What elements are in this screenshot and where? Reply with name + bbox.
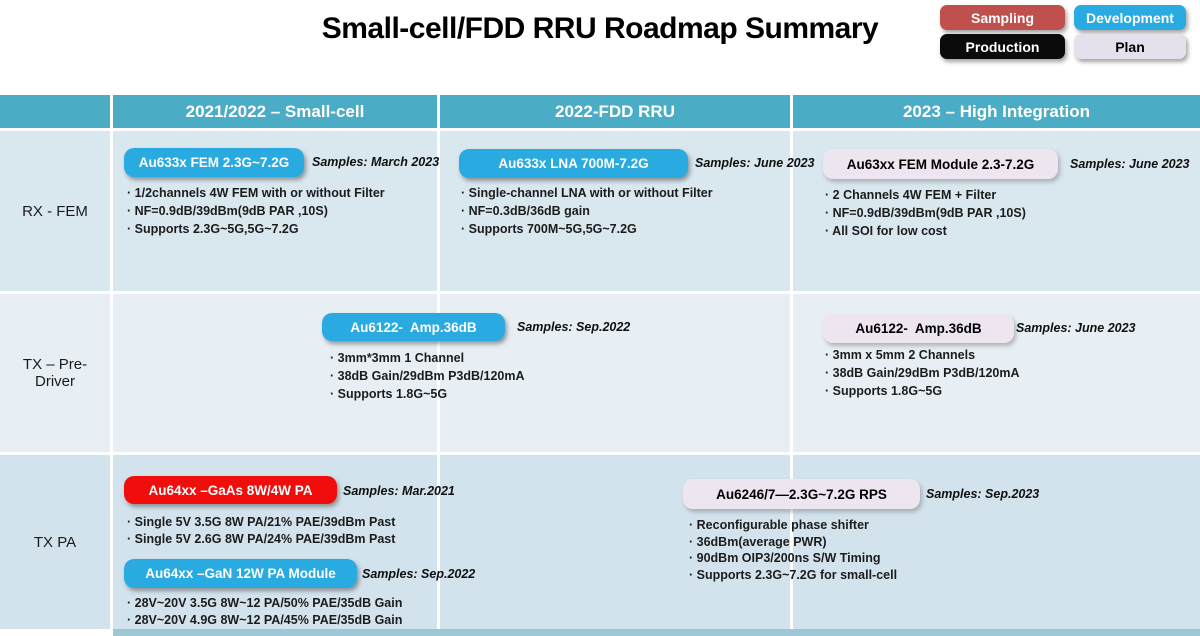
feature-bullet: NF=0.3dB/36dB gain xyxy=(461,202,713,220)
feature-bullets: 3mm x 5mm 2 Channels 38dB Gain/29dBm P3d… xyxy=(825,346,1020,400)
feature-bullet: Reconfigurable phase shifter xyxy=(689,517,897,534)
samples-label: Samples: June 2023 xyxy=(1016,321,1136,335)
feature-bullet: 3mm*3mm 1 Channel xyxy=(330,349,525,367)
row-label-tx-pa: TX PA xyxy=(0,455,110,629)
feature-bullet: NF=0.9dB/39dBm(9dB PAR ,10S) xyxy=(127,202,385,220)
row-label-text: TX PA xyxy=(33,533,77,551)
legend-sampling: Sampling xyxy=(940,5,1065,30)
samples-label: Samples: June 2023 xyxy=(1070,157,1190,171)
feature-bullets: 28V~20V 3.5G 8W~12 PA/50% PAE/35dB Gain … xyxy=(127,595,403,629)
feature-bullet: Single-channel LNA with or without Filte… xyxy=(461,184,713,202)
samples-label: Samples: Sep.2023 xyxy=(926,487,1040,501)
feature-bullets: Single 5V 3.5G 8W PA/21% PAE/39dBm Past … xyxy=(127,514,396,548)
feature-bullets: Single-channel LNA with or without Filte… xyxy=(461,184,713,238)
feature-bullets: Reconfigurable phase shifter 36dBm(avera… xyxy=(689,517,897,583)
feature-bullet: 36dBm(average PWR) xyxy=(689,534,897,551)
row-label-tx-predriver: TX – Pre-Driver xyxy=(0,294,110,452)
slide-title: Small-cell/FDD RRU Roadmap Summary xyxy=(321,12,879,45)
header-col-2021-2022: 2021/2022 – Small-cell xyxy=(113,95,437,128)
product-badge-au6246-rps: Au6246/7—2.3G~7.2G RPS xyxy=(683,479,920,509)
header-col-2022-fdd-rru: 2022-FDD RRU xyxy=(440,95,790,128)
feature-bullet: NF=0.9dB/39dBm(9dB PAR ,10S) xyxy=(825,204,1026,222)
feature-bullet: 90dBm OIP3/200ns S/W Timing xyxy=(689,550,897,567)
legend-plan: Plan xyxy=(1074,34,1186,59)
row-label-text: RX - FEM xyxy=(22,202,88,220)
feature-bullets: 1/2channels 4W FEM with or without Filte… xyxy=(127,184,385,238)
samples-label: Samples: June 2023 xyxy=(695,156,815,170)
feature-bullet: 28V~20V 3.5G 8W~12 PA/50% PAE/35dB Gain xyxy=(127,595,403,612)
samples-label: Samples: March 2023 xyxy=(312,155,440,169)
feature-bullet: Single 5V 2.6G 8W PA/24% PAE/39dBm Past xyxy=(127,531,396,548)
product-badge-au633x-lna: Au633x LNA 700M-7.2G xyxy=(459,149,688,178)
product-badge-au64xx-gan: Au64xx –GaN 12W PA Module xyxy=(124,559,357,588)
table-bottom-bar xyxy=(113,629,1200,636)
feature-bullet: 3mm x 5mm 2 Channels xyxy=(825,346,1020,364)
row-label-rx-fem: RX - FEM xyxy=(0,131,110,291)
legend-development: Development xyxy=(1074,5,1186,30)
row-label-text: TX – Pre-Driver xyxy=(22,356,88,390)
samples-label: Samples: Mar.2021 xyxy=(343,484,455,498)
header-col-2023-high-integration: 2023 – High Integration xyxy=(793,95,1200,128)
feature-bullet: Supports 2.3G~5G,5G~7.2G xyxy=(127,220,385,238)
samples-label: Samples: Sep.2022 xyxy=(517,320,631,334)
feature-bullet: 1/2channels 4W FEM with or without Filte… xyxy=(127,184,385,202)
feature-bullet: 38dB Gain/29dBm P3dB/120mA xyxy=(825,364,1020,382)
feature-bullet: Supports 2.3G~7.2G for small-cell xyxy=(689,567,897,584)
header-cell-empty xyxy=(0,95,110,128)
product-badge-au64xx-gaas: Au64xx –GaAs 8W/4W PA xyxy=(124,476,337,504)
legend-production: Production xyxy=(940,34,1065,59)
product-badge-au633x-fem: Au633x FEM 2.3G~7.2G xyxy=(124,148,304,177)
feature-bullets: 2 Channels 4W FEM + Filter NF=0.9dB/39dB… xyxy=(825,186,1026,240)
feature-bullet: 2 Channels 4W FEM + Filter xyxy=(825,186,1026,204)
product-badge-au6122-dev: Au6122- Amp.36dB xyxy=(322,313,505,341)
samples-label: Samples: Sep.2022 xyxy=(362,567,476,581)
feature-bullet: Supports 700M~5G,5G~7.2G xyxy=(461,220,713,238)
product-badge-au6122-plan: Au6122- Amp.36dB xyxy=(823,314,1014,343)
product-badge-au63xx-fem-module: Au63xx FEM Module 2.3-7.2G xyxy=(823,149,1058,179)
feature-bullet: 38dB Gain/29dBm P3dB/120mA xyxy=(330,367,525,385)
feature-bullets: 3mm*3mm 1 Channel 38dB Gain/29dBm P3dB/1… xyxy=(330,349,525,403)
feature-bullet: Supports 1.8G~5G xyxy=(330,385,525,403)
feature-bullet: Supports 1.8G~5G xyxy=(825,382,1020,400)
feature-bullet: All SOI for low cost xyxy=(825,222,1026,240)
feature-bullet: Single 5V 3.5G 8W PA/21% PAE/39dBm Past xyxy=(127,514,396,531)
feature-bullet: 28V~20V 4.9G 8W~12 PA/45% PAE/35dB Gain xyxy=(127,612,403,629)
status-legend: Sampling Development Production Plan xyxy=(940,5,1186,59)
